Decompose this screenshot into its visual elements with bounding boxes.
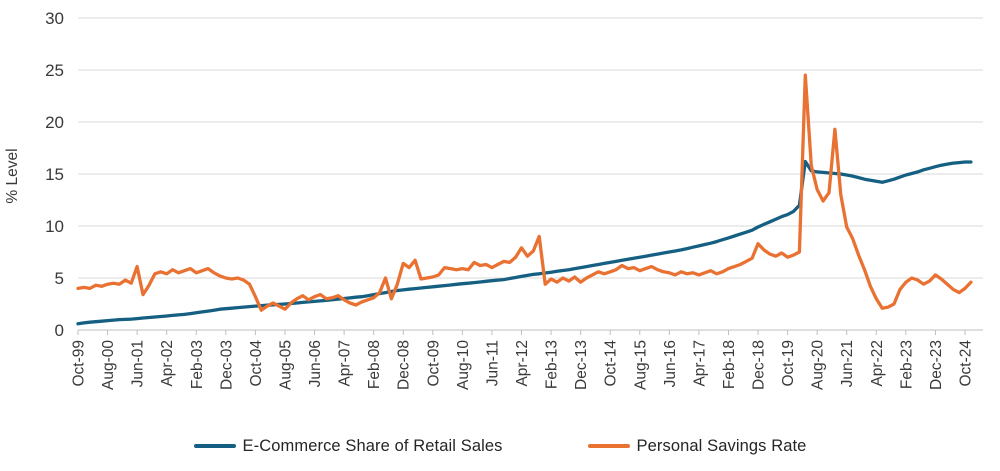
- x-tick-label: Dec-03: [218, 340, 235, 390]
- x-tick-label: Aug-05: [277, 340, 294, 390]
- y-tick-label: 25: [45, 61, 64, 80]
- x-tick-label: Dec-23: [928, 340, 945, 390]
- y-axis-title: % Level: [4, 148, 21, 203]
- x-tick-label: Jun-06: [307, 340, 324, 387]
- y-tick-label: 15: [45, 165, 64, 184]
- x-tick-label: Jun-11: [484, 340, 501, 386]
- legend-item-personal-savings-rate-line: Personal Savings Rate: [587, 436, 807, 456]
- y-tick-label: 5: [55, 269, 64, 288]
- x-tick-label: Jun-16: [662, 340, 679, 387]
- legend-swatch-personal-savings-rate-line: [587, 443, 630, 449]
- legend-swatch-ecommerce-share-line: [193, 443, 236, 449]
- x-tick-label: Jun-21: [839, 340, 856, 387]
- x-tick-label: Oct-19: [780, 340, 797, 387]
- x-tick-label: Oct-24: [958, 340, 975, 387]
- x-tick-label: Feb-03: [189, 340, 206, 389]
- y-tick-label: 20: [45, 113, 64, 132]
- x-tick-label: Dec-13: [573, 340, 590, 390]
- series-lines: [76, 73, 973, 326]
- x-tick-label: Feb-18: [721, 340, 738, 389]
- x-tick-label: Aug-00: [100, 340, 117, 390]
- x-tick-label: Dec-08: [396, 340, 413, 390]
- x-tick-label: Apr-17: [691, 340, 708, 387]
- ecommerce-share-line: [76, 159, 973, 326]
- legend-item-ecommerce-share-line: E-Commerce Share of Retail Sales: [193, 436, 503, 456]
- personal-savings-rate-line: [76, 73, 973, 312]
- x-tick-label: Aug-15: [632, 340, 649, 390]
- x-tick-label: Apr-12: [514, 340, 531, 387]
- x-tick-label: Oct-04: [248, 340, 265, 387]
- x-tick-label: Dec-18: [751, 340, 768, 390]
- x-tick-label: Aug-20: [810, 340, 827, 390]
- x-tick-label: Oct-14: [603, 340, 620, 387]
- x-tick-label: Apr-22: [869, 340, 886, 387]
- x-tick-label: Feb-23: [898, 340, 915, 389]
- chart-legend: E-Commerce Share of Retail Sales Personal…: [0, 431, 1000, 461]
- chart-canvas: 0 5 10 15 20 25 30 Oct-99 Aug-00 Jun-01 Apr-02 Feb-…: [4, 9, 983, 390]
- x-tick-label: Feb-08: [366, 340, 383, 389]
- x-tick-label: Apr-02: [159, 340, 176, 387]
- axes: 0 5 10 15 20 25 30 Oct-99 Aug-00 Jun-01 Apr-02 Feb-…: [45, 9, 974, 390]
- legend-label: E-Commerce Share of Retail Sales: [242, 436, 503, 455]
- x-tick-label: Aug-10: [455, 340, 472, 390]
- y-tick-label: 10: [45, 217, 64, 236]
- x-tick-label: Feb-13: [544, 340, 561, 389]
- legend-label: Personal Savings Rate: [636, 436, 807, 455]
- x-tick-label: Oct-99: [71, 340, 88, 387]
- y-tick-label: 0: [55, 321, 64, 340]
- x-tick-label: Apr-07: [337, 340, 354, 387]
- x-tick-label: Oct-09: [425, 340, 442, 387]
- y-tick-label: 30: [45, 9, 64, 28]
- x-tick-label: Jun-01: [130, 340, 147, 387]
